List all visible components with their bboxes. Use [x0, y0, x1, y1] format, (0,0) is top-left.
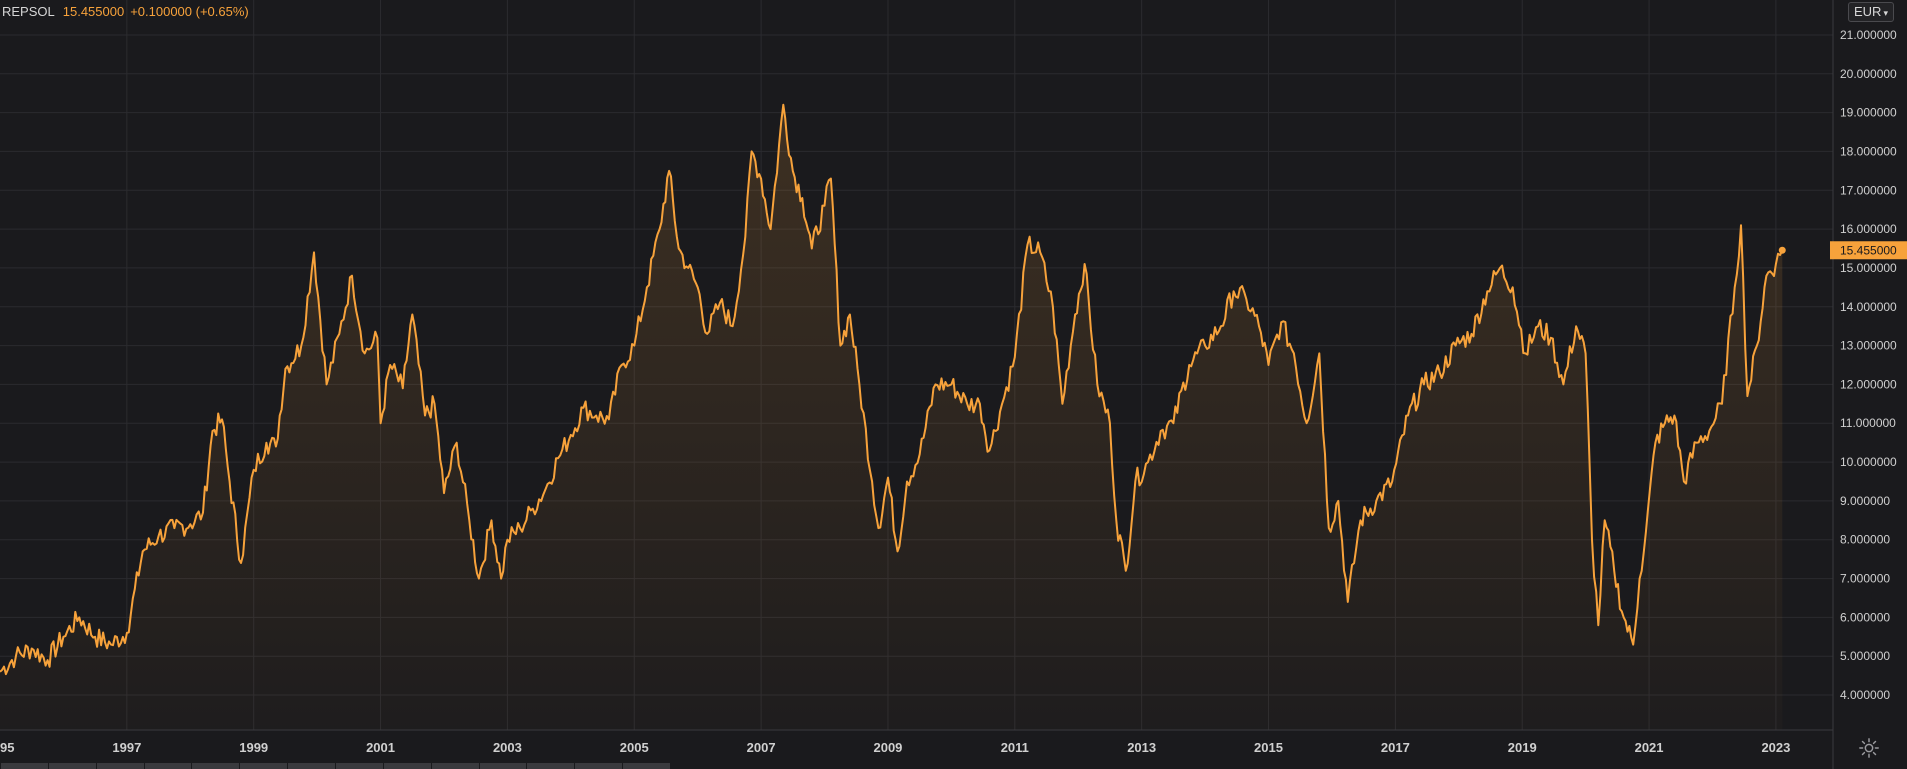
symbol-label: REPSOL	[2, 4, 55, 19]
last-price-tag	[1830, 241, 1907, 260]
x-tick-label: 95	[0, 740, 14, 755]
y-tick-label: 10.000000	[1840, 455, 1897, 469]
scroll-segment[interactable]	[478, 763, 527, 769]
price-area-fill	[0, 104, 1783, 731]
y-tick-label: 7.000000	[1840, 572, 1890, 586]
y-tick-label: 4.000000	[1840, 688, 1890, 702]
x-tick-label: 2011	[1001, 740, 1029, 755]
chart-legend: REPSOL 15.455000 +0.100000 (+0.65%)	[2, 4, 249, 19]
time-scrollbar[interactable]	[0, 763, 671, 769]
x-tick-label: 2023	[1761, 740, 1790, 755]
chevron-down-icon: ▾	[1883, 8, 1888, 18]
x-tick-label: 2013	[1127, 740, 1156, 755]
price-line	[0, 103, 1784, 676]
scroll-segment[interactable]	[430, 763, 479, 769]
currency-dropdown[interactable]: EUR ▾	[1848, 2, 1894, 22]
last-price-tag-label: 15.455000	[1840, 243, 1897, 257]
x-tick-label: 2007	[747, 740, 776, 755]
y-tick-label: 19.000000	[1840, 106, 1897, 120]
scroll-segment[interactable]	[335, 763, 383, 769]
y-tick-label: 21.000000	[1840, 28, 1897, 42]
scroll-segment[interactable]	[0, 763, 48, 769]
price-value: 15.455000	[62, 4, 125, 19]
scroll-segment[interactable]	[622, 763, 671, 769]
x-tick-label: 2019	[1508, 740, 1537, 755]
scroll-segment[interactable]	[191, 763, 240, 769]
x-tick-label: 1999	[239, 740, 268, 755]
scroll-segment[interactable]	[143, 763, 192, 769]
y-tick-label: 14.000000	[1840, 300, 1897, 314]
currency-label: EUR	[1854, 4, 1882, 19]
y-tick-label: 9.000000	[1840, 494, 1890, 508]
y-tick-label: 8.000000	[1840, 533, 1890, 547]
y-tick-label: 12.000000	[1840, 377, 1897, 391]
x-tick-label: 2001	[366, 740, 395, 755]
price-change: +0.100000 (+0.65%)	[130, 4, 249, 19]
x-tick-label: 2017	[1381, 740, 1410, 755]
x-tick-label: 2005	[620, 740, 649, 755]
last-price-marker	[1778, 246, 1786, 254]
y-tick-label: 15.000000	[1840, 261, 1897, 275]
x-tick-label: 2009	[873, 740, 902, 755]
x-tick-label: 1997	[112, 740, 141, 755]
x-tick-label: 2015	[1254, 740, 1283, 755]
y-tick-label: 11.000000	[1840, 416, 1896, 430]
gear-icon[interactable]	[1858, 737, 1880, 759]
y-tick-label: 20.000000	[1840, 67, 1897, 81]
x-tick-label: 2021	[1635, 740, 1664, 755]
scroll-segment[interactable]	[287, 763, 336, 769]
y-tick-label: 5.000000	[1840, 649, 1890, 663]
x-tick-label: 2003	[493, 740, 522, 755]
y-tick-label: 6.000000	[1840, 610, 1890, 624]
scroll-segment[interactable]	[574, 763, 623, 769]
y-tick-label: 17.000000	[1840, 183, 1897, 197]
y-tick-label: 13.000000	[1840, 339, 1897, 353]
scroll-segment[interactable]	[382, 763, 431, 769]
scroll-segment[interactable]	[47, 763, 96, 769]
scroll-segment[interactable]	[526, 763, 575, 769]
y-tick-label: 18.000000	[1840, 144, 1897, 158]
scroll-segment[interactable]	[239, 763, 288, 769]
y-tick-label: 16.000000	[1840, 222, 1897, 236]
scroll-segment[interactable]	[95, 763, 144, 769]
